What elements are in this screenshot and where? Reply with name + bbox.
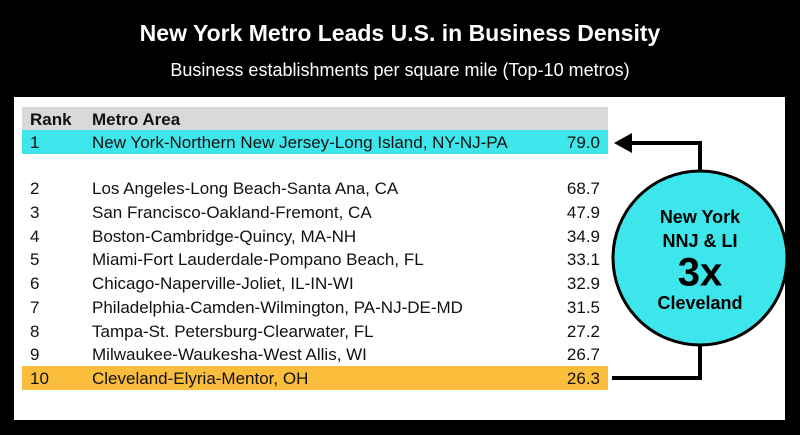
metro-cell: Los Angeles-Long Beach-Santa Ana, CA [92, 179, 399, 198]
rank-cell: 7 [30, 297, 40, 317]
rank-cell: 2 [30, 179, 40, 198]
rank-cell: 9 [30, 345, 40, 365]
rank-cell: 3 [30, 202, 40, 222]
callout-text: 3x [678, 251, 723, 295]
callout-circle [611, 169, 789, 347]
table-row: 4 Boston-Cambridge-Quincy, MA-NH 34.9 [22, 224, 608, 248]
value-cell: 79.0 [566, 133, 600, 152]
metro-cell: Boston-Cambridge-Quincy, MA-NH [92, 226, 357, 246]
callout-text: NNJ & LI [662, 231, 737, 251]
callout-text: Cleveland [657, 293, 742, 313]
table-row: 2 Los Angeles-Long Beach-Santa Ana, CA 68.… [22, 176, 608, 200]
metro-cell: Chicago-Naperville-Joliet, IL-IN-WI [92, 274, 354, 293]
rank-cell: 5 [30, 250, 40, 270]
table-row: 10 Cleveland-Elyria-Mentor, OH 26.3 [22, 366, 608, 390]
table-row: 7 Philadelphia-Camden-Wilmington, PA-NJ-D… [22, 295, 608, 319]
subtitle: Business establishments per square mile … [170, 60, 630, 80]
metro-cell: Tampa-St. Petersburg-Clearwater, FL [92, 321, 374, 341]
value-cell: 26.7 [566, 345, 600, 365]
value-cell: 27.2 [566, 321, 600, 341]
value-cell: 32.9 [566, 274, 600, 293]
table-row: 6 Chicago-Naperville-Joliet, IL-IN-WI 32.9 [22, 271, 608, 295]
value-cell: 33.1 [566, 250, 600, 270]
metro-cell: Miami-Fort Lauderdale-Pompano Beach, FL [92, 250, 424, 270]
rank-cell: 4 [30, 226, 40, 246]
metro-cell: Milwaukee-Waukesha-West Allis, WI [92, 345, 367, 365]
header-row: Rank Metro Area [22, 107, 608, 131]
column-header: Rank [30, 110, 72, 129]
value-cell: 34.9 [566, 226, 600, 246]
table-row: 8 Tampa-St. Petersburg-Clearwater, FL 27.2 [22, 319, 608, 343]
value-cell: 47.9 [566, 202, 600, 222]
value-cell: 68.7 [566, 179, 600, 198]
rank-cell: 10 [30, 369, 49, 388]
table-row: 3 San Francisco-Oakland-Fremont, CA 47.9 [22, 200, 608, 224]
metro-cell: New York-Northern New Jersey-Long Island… [92, 133, 508, 152]
metro-cell: San Francisco-Oakland-Fremont, CA [92, 202, 372, 222]
connector [612, 346, 702, 380]
arrow [628, 141, 702, 170]
table-row: 1 New York-Northern New Jersey-Long Islan… [22, 130, 608, 154]
metro-cell: Cleveland-Elyria-Mentor, OH [92, 369, 309, 388]
metro-cell: Philadelphia-Camden-Wilmington, PA-NJ-DE… [92, 297, 463, 317]
callout-text: New York [660, 207, 741, 227]
rank-cell: 1 [30, 133, 40, 152]
table-row: 5 Miami-Fort Lauderdale-Pompano Beach, FL… [22, 247, 608, 271]
rank-cell: 6 [30, 274, 40, 293]
arrow-head [614, 133, 632, 153]
value-cell: 26.3 [566, 369, 600, 388]
rank-cell: 8 [30, 321, 40, 341]
column-header: Metro Area [92, 110, 181, 129]
table-row: 9 Milwaukee-Waukesha-West Allis, WI 26.7 [22, 342, 608, 366]
title: New York Metro Leads U.S. in Business De… [139, 20, 661, 46]
value-cell: 31.5 [566, 297, 600, 317]
